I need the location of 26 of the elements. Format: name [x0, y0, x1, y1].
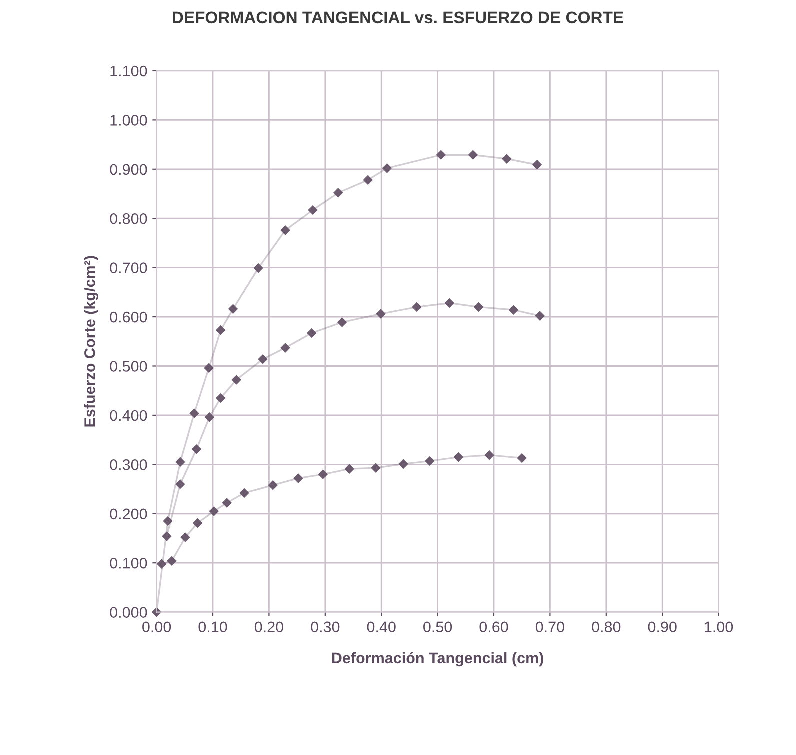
y-tick-label: 0.000 [110, 607, 148, 618]
x-tick-label: 0.60 [480, 622, 508, 633]
y-tick-label: 0.300 [110, 460, 148, 470]
y-tick-label: 1.100 [110, 66, 148, 77]
chart-title: DEFORMACION TANGENCIAL vs. ESFUERZO DE CORTE [173, 12, 624, 24]
y-tick-label: 0.200 [110, 508, 148, 520]
y-tick-label: 0.600 [110, 312, 148, 323]
x-axis-title: Deformación Tangencial (cm) [332, 652, 544, 667]
y-axis-title: Esfuerzo Corte (kg/cm²) [84, 256, 98, 427]
y-tick-label: 0.500 [110, 361, 148, 372]
x-tick-label: 0.80 [592, 622, 621, 633]
x-tick-label: 0.70 [536, 622, 564, 633]
y-tick-label: 0.800 [110, 213, 148, 224]
x-tick-label: 0.30 [311, 622, 340, 633]
y-tick-label: 0.700 [110, 262, 148, 274]
y-tick-label: 0.900 [110, 164, 148, 176]
x-tick-label: 1.00 [705, 622, 734, 633]
y-tick-label: 0.400 [110, 410, 148, 422]
x-tick-label: 0.20 [254, 622, 284, 633]
x-tick-label: 0.40 [367, 622, 396, 633]
x-tick-label: 0.10 [198, 622, 228, 633]
y-tick-label: 0.100 [110, 558, 148, 569]
x-tick-label: 0.90 [648, 622, 677, 633]
x-tick-label: 0.00 [142, 622, 172, 633]
y-tick-label: 1.000 [110, 115, 148, 126]
x-tick-label: 0.50 [424, 622, 452, 633]
